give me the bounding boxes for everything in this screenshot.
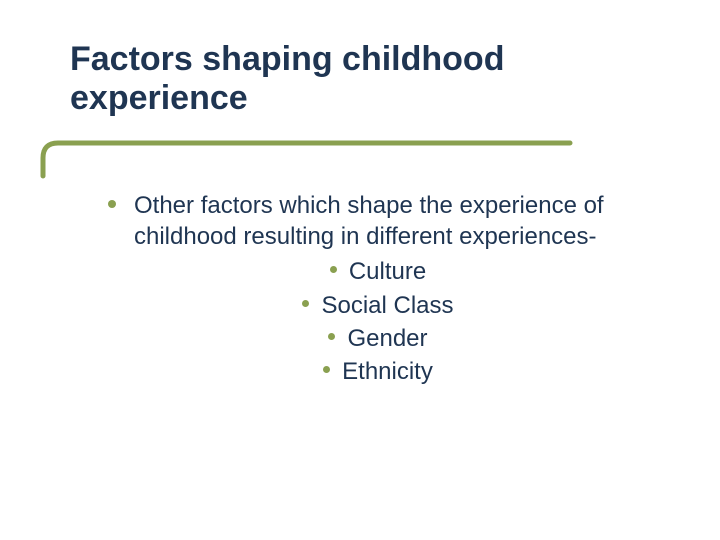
bullet-item: Social Class (108, 290, 648, 321)
sub-bullet-list: Culture Social Class Gender Ethnicity (108, 256, 648, 387)
bullet-text: Culture (349, 256, 426, 287)
bullet-text: Ethnicity (342, 356, 433, 387)
bullet-icon (323, 366, 330, 373)
bullet-item: Culture (108, 256, 648, 287)
bullet-item-main: Other factors which shape the experience… (108, 190, 648, 252)
slide: Factors shaping childhood experience Oth… (0, 0, 720, 540)
bullet-icon (108, 200, 116, 208)
body-content: Other factors which shape the experience… (108, 190, 648, 389)
bullet-icon (330, 266, 337, 273)
bullet-item: Ethnicity (108, 356, 648, 387)
bullet-icon (328, 333, 335, 340)
bullet-text: Social Class (321, 290, 453, 321)
title-underline (40, 140, 600, 180)
bullet-item: Gender (108, 323, 648, 354)
bullet-text-main: Other factors which shape the experience… (134, 190, 648, 252)
bullet-icon (302, 300, 309, 307)
bullet-text: Gender (347, 323, 427, 354)
slide-title: Factors shaping childhood experience (70, 40, 630, 118)
